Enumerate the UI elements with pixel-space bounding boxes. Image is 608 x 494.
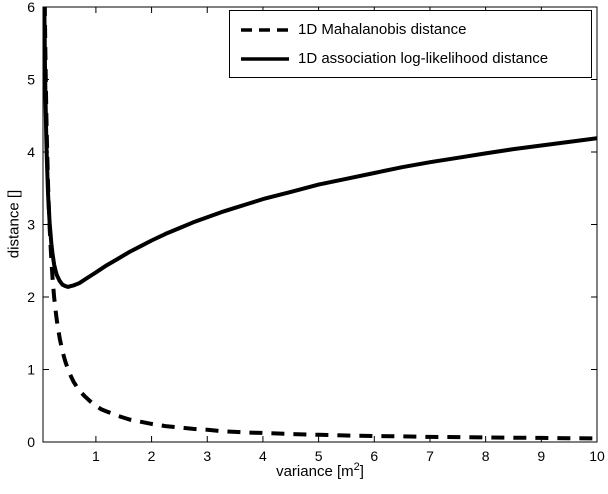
x-tick-label: 9 xyxy=(537,448,545,464)
y-axis-label: distance [] xyxy=(5,189,23,259)
legend-label-mahalanobis: 1D Mahalanobis distance xyxy=(298,21,467,38)
x-axis-label-pre: variance [m xyxy=(276,463,354,480)
x-tick-label: 8 xyxy=(482,448,490,464)
y-tick-label: 2 xyxy=(27,289,35,305)
y-tick-label: 4 xyxy=(27,144,35,160)
y-tick-label: 3 xyxy=(27,217,35,233)
x-axis-label-post: ] xyxy=(359,463,364,480)
y-tick-label: 0 xyxy=(27,434,35,450)
legend-item-mahalanobis: 1D Mahalanobis distance xyxy=(230,15,591,44)
dashed-line-sample xyxy=(241,27,289,32)
curve-log-likelihood xyxy=(43,7,597,289)
x-tick-label: 3 xyxy=(203,448,211,464)
y-tick-label: 5 xyxy=(27,72,35,88)
legend: 1D Mahalanobis distance 1D association l… xyxy=(229,10,592,78)
legend-label-loglikelihood: 1D association log-likelihood distance xyxy=(298,50,549,67)
x-tick-label: 2 xyxy=(148,448,156,464)
x-tick-label: 1 xyxy=(92,448,100,464)
x-tick-label: 7 xyxy=(426,448,434,464)
x-tick-label: 10 xyxy=(589,448,605,464)
y-tick-label: 6 xyxy=(27,0,35,15)
x-tick-label: 6 xyxy=(370,448,378,464)
legend-item-loglikelihood: 1D association log-likelihood distance xyxy=(230,44,591,73)
x-tick-label: 4 xyxy=(259,448,267,464)
x-tick-label: 5 xyxy=(315,448,323,464)
x-axis-label: variance [m2] xyxy=(276,461,364,481)
x-axis-label-sup: 2 xyxy=(353,461,360,473)
y-tick-label: 1 xyxy=(27,362,35,378)
solid-line-sample xyxy=(241,56,289,61)
